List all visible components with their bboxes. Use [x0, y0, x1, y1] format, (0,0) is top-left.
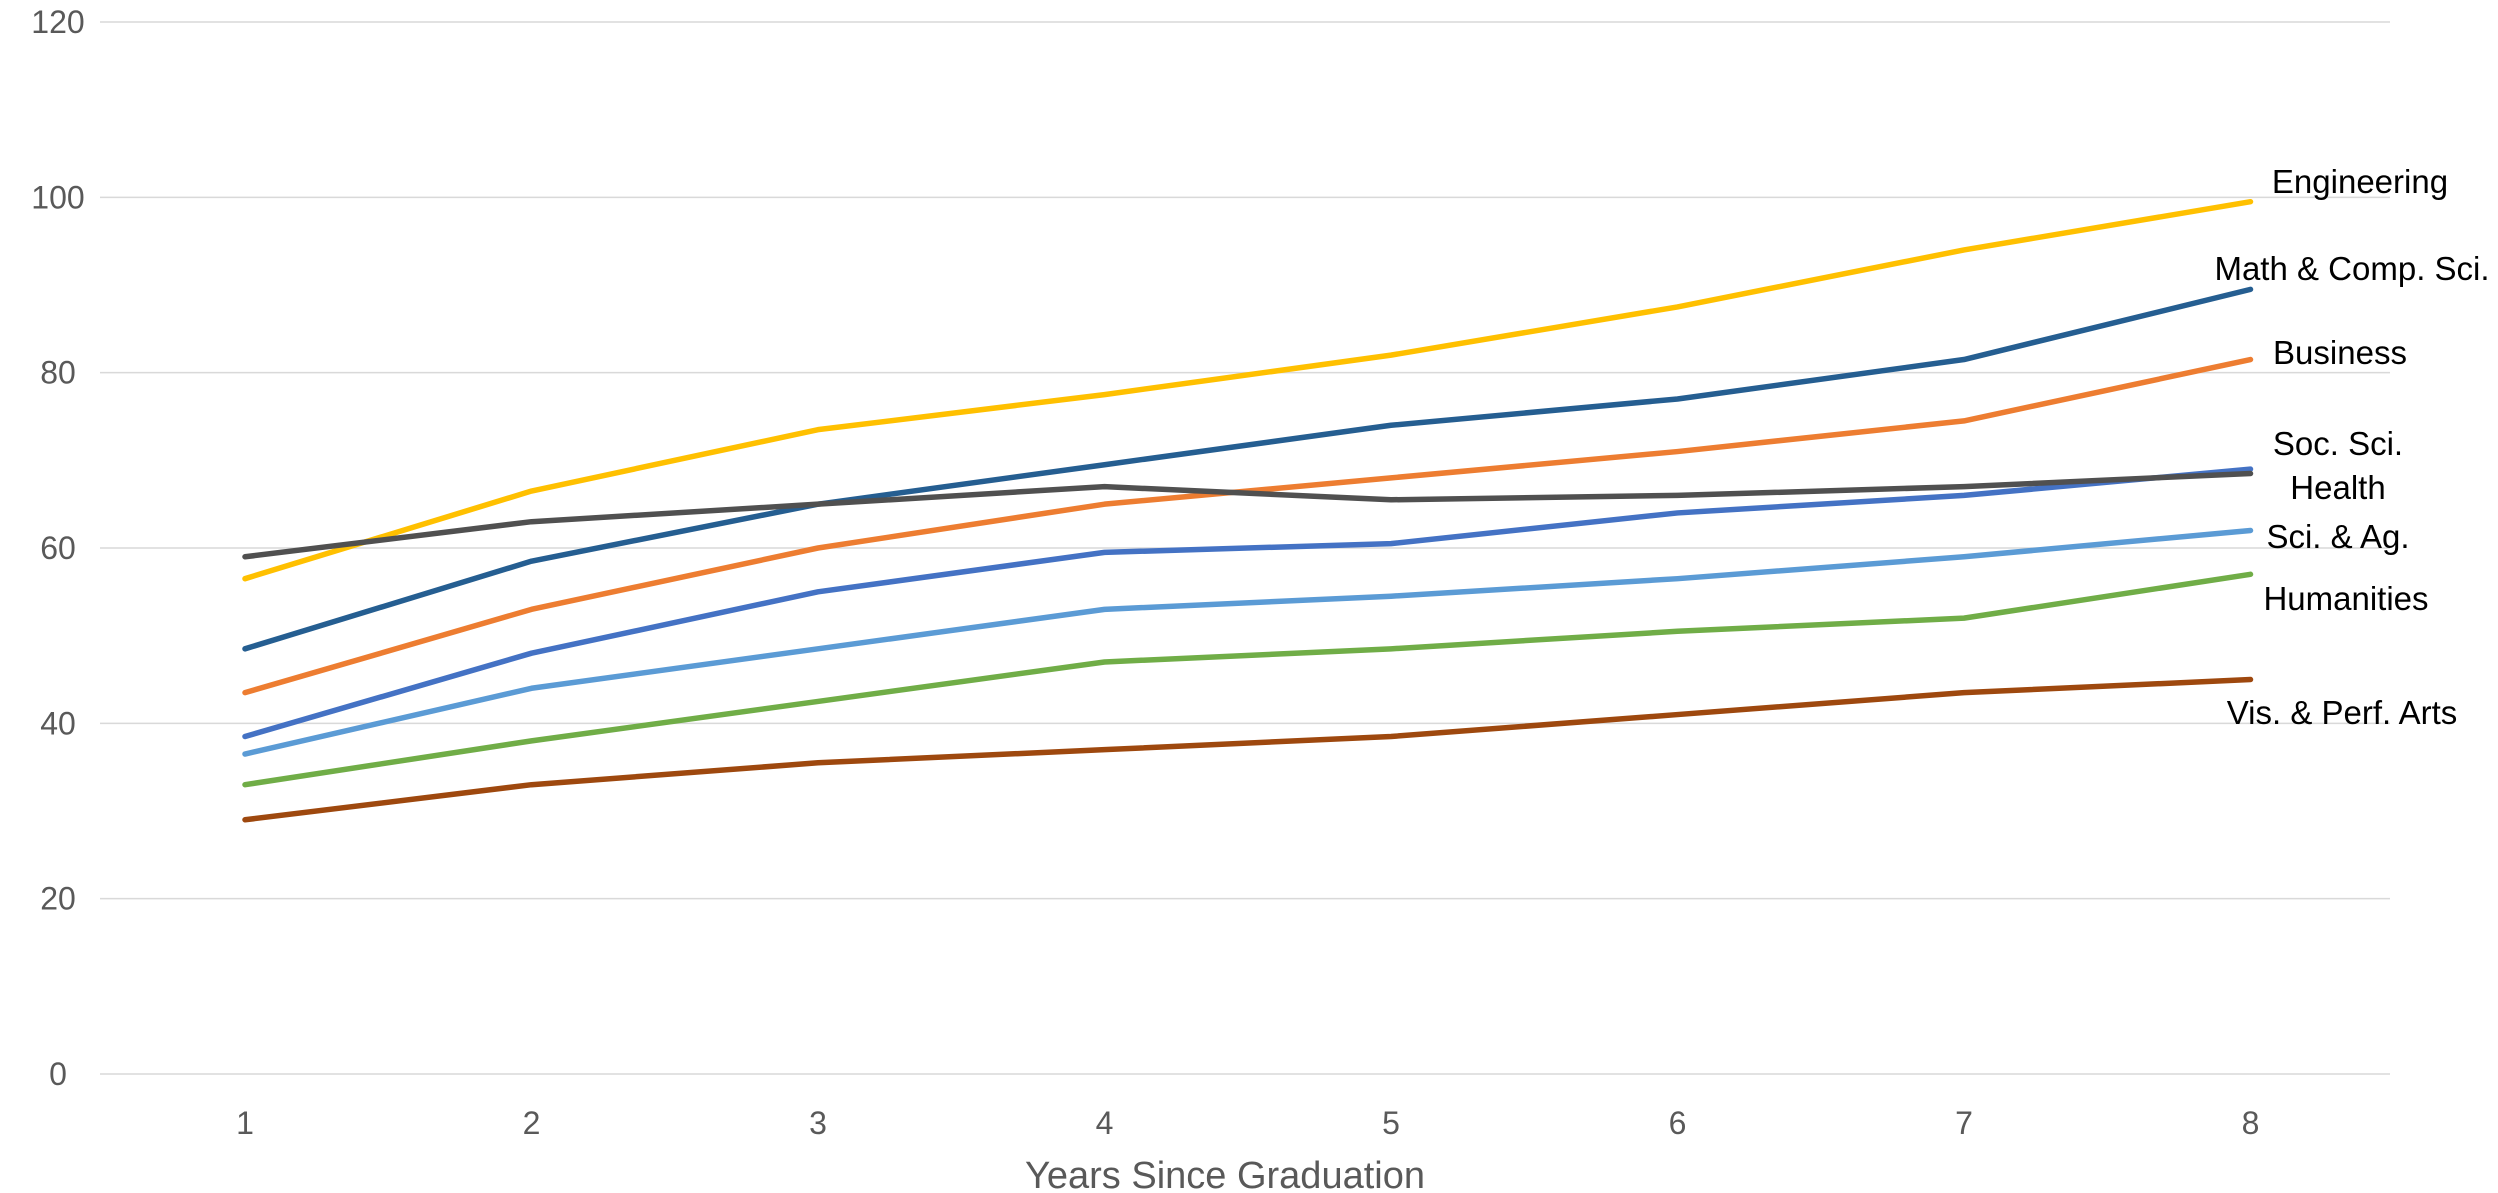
- x-tick-label: 6: [1669, 1105, 1687, 1141]
- series-label-health: Health: [2290, 469, 2385, 506]
- series-label-engineering: Engineering: [2272, 163, 2448, 200]
- series-label-humanities: Humanities: [2263, 580, 2428, 617]
- y-tick-label: 60: [40, 530, 76, 566]
- y-tick-label: 40: [40, 705, 76, 741]
- series-label-sci-ag: Sci. & Ag.: [2266, 518, 2409, 555]
- x-axis-title: Years Since Graduation: [1025, 1155, 1425, 1193]
- series-line-sci-ag: [242, 527, 2254, 757]
- y-tick-label: 100: [31, 179, 84, 215]
- series-label-soc-sci: Soc. Sci.: [2273, 425, 2403, 462]
- x-tick-label: 5: [1382, 1105, 1400, 1141]
- y-tick-label: 0: [49, 1056, 67, 1092]
- series-line-humanities: [242, 571, 2254, 788]
- x-tick-label: 7: [1955, 1105, 1973, 1141]
- y-tick-label: 120: [31, 4, 84, 40]
- x-tick-label: 8: [2242, 1105, 2260, 1141]
- series-line-engineering: [242, 198, 2254, 582]
- series-label-vis-perf-arts: Vis. & Perf. Arts: [2227, 694, 2457, 731]
- x-tick-label: 4: [1096, 1105, 1114, 1141]
- series-line-health: [242, 470, 2254, 560]
- series-label-business: Business: [2273, 334, 2407, 371]
- x-tick-label: 3: [809, 1105, 827, 1141]
- series-line-business: [242, 356, 2254, 696]
- x-axis-ticks: 1 2 3 4 5 6 7 8: [236, 1105, 2259, 1141]
- series-lines: [242, 198, 2254, 823]
- x-tick-label: 2: [523, 1105, 541, 1141]
- y-axis-ticks: 0 20 40 60 80 100 120: [31, 4, 84, 1092]
- y-tick-label: 80: [40, 355, 76, 391]
- y-tick-label: 20: [40, 881, 76, 917]
- x-tick-label: 1: [236, 1105, 254, 1141]
- series-labels: Engineering Math & Comp. Sci. Business Soc.…: [2214, 163, 2489, 731]
- series-line-math-comp-sci: [242, 286, 2254, 652]
- series-label-math-comp-sci: Math & Comp. Sci.: [2214, 250, 2489, 287]
- series-line-vis-perf-arts: [242, 676, 2254, 823]
- series-line-soc-sci: [242, 466, 2254, 740]
